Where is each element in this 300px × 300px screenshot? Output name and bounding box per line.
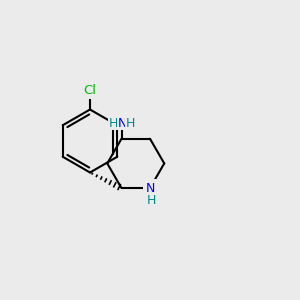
Text: H: H <box>126 117 135 130</box>
Text: N: N <box>145 182 155 195</box>
Text: H: H <box>109 117 118 130</box>
Text: N: N <box>117 117 127 130</box>
Text: H: H <box>147 194 156 207</box>
Text: Cl: Cl <box>83 83 97 97</box>
